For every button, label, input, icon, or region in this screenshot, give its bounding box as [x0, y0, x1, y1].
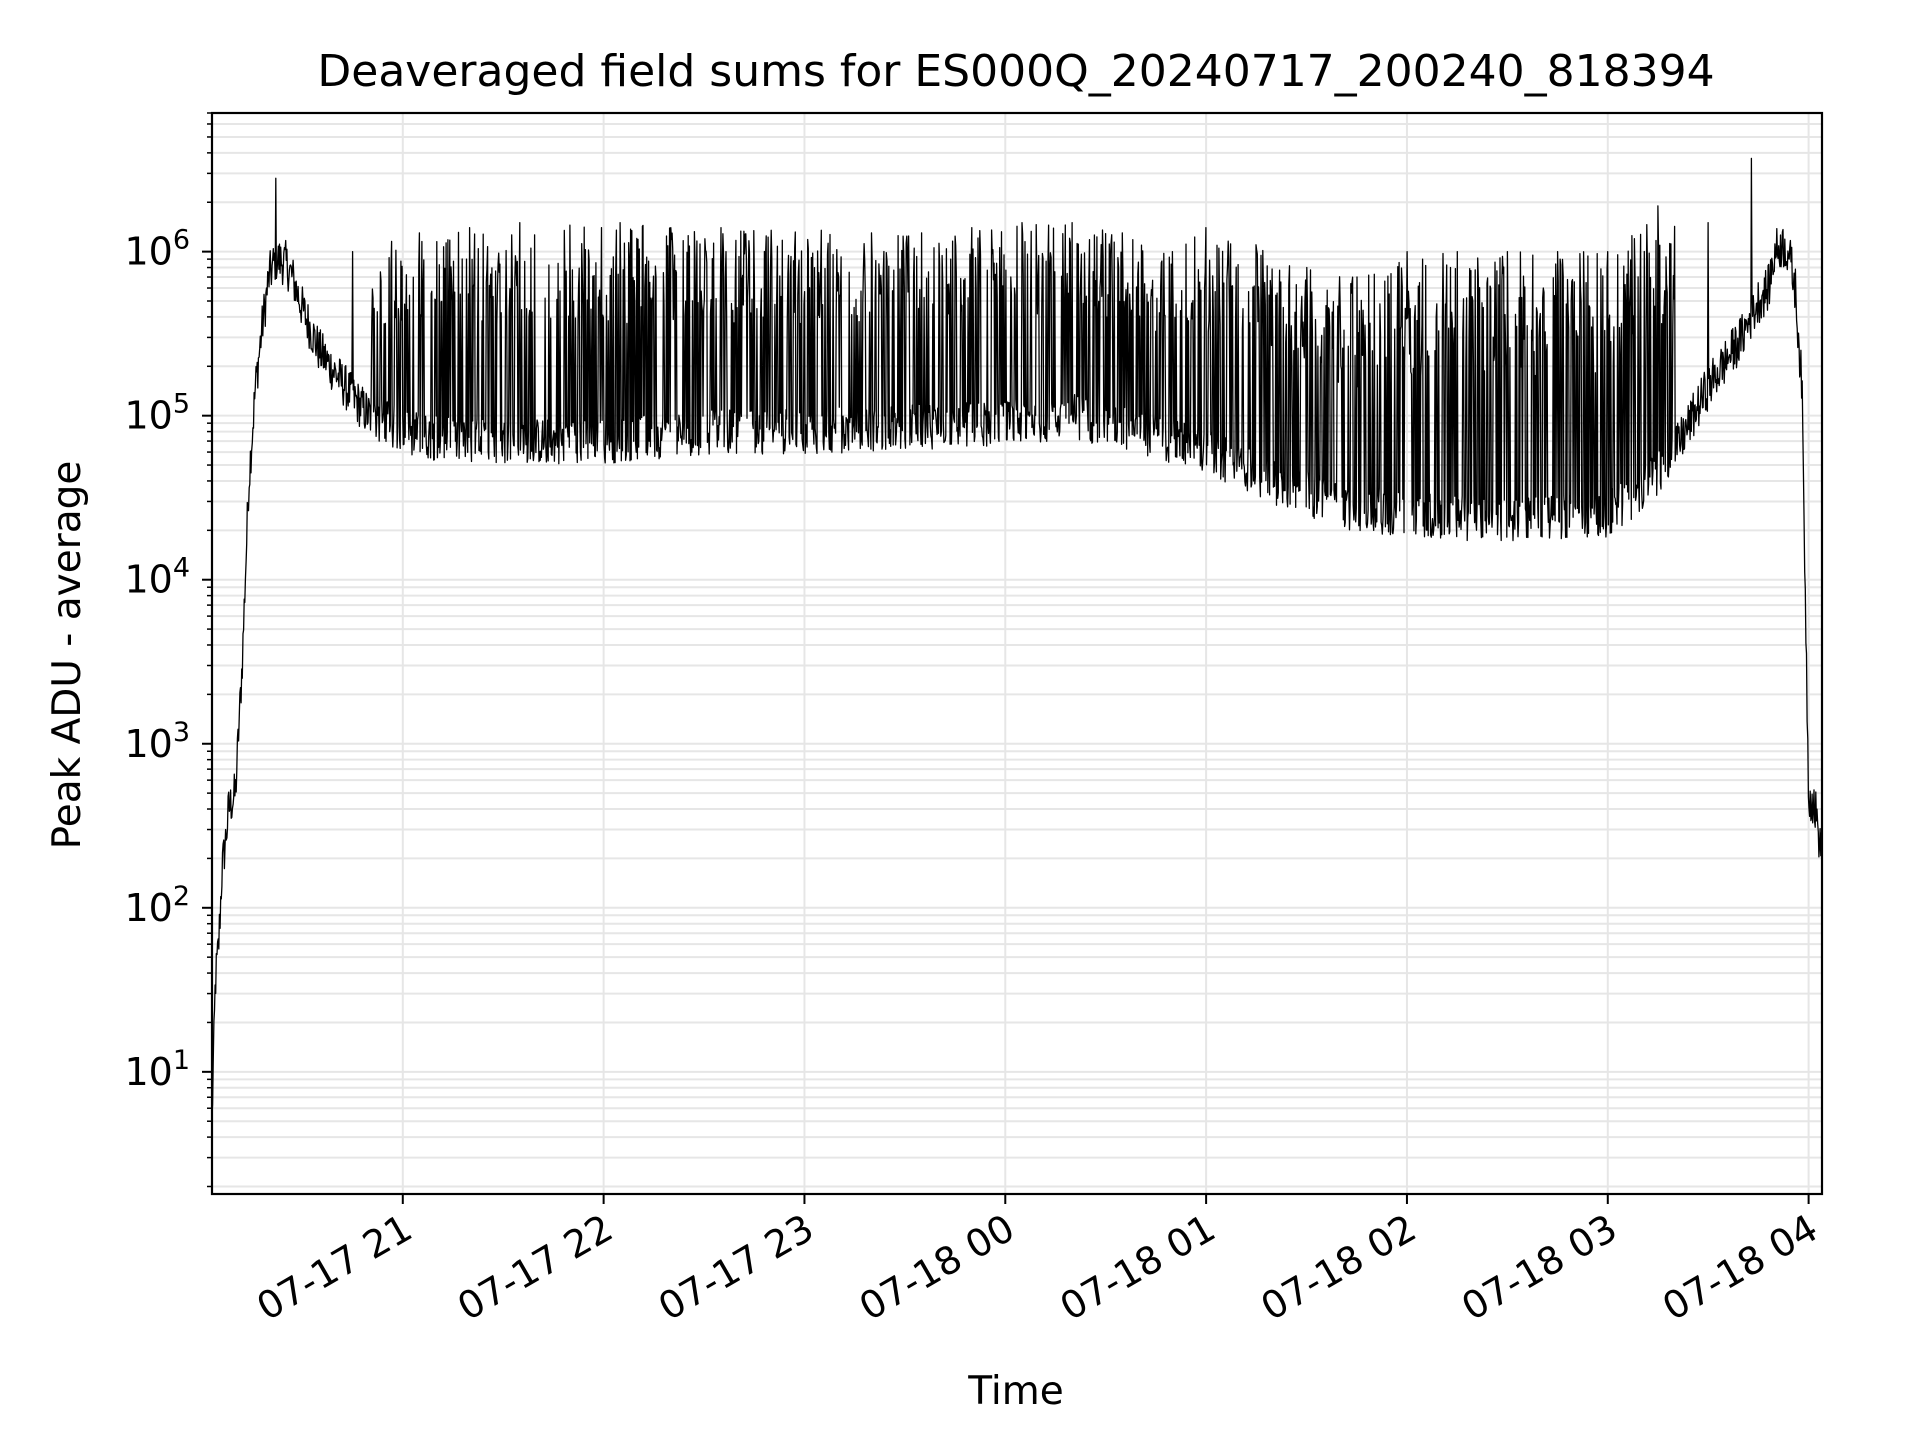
- y-tick-label: 102: [124, 881, 190, 930]
- y-tick-label: 104: [124, 553, 190, 602]
- plot-frame: [210, 111, 1824, 1196]
- y-tick-label: 101: [124, 1045, 190, 1094]
- y-axis-label: Peak ADU - average: [45, 461, 90, 850]
- y-tick-label: 106: [124, 225, 190, 274]
- chart-title: Deaveraged field sums for ES000Q_2024071…: [317, 46, 1714, 97]
- y-tick-label: 103: [124, 717, 190, 766]
- series-line: [211, 157, 1823, 1115]
- x-axis-label: Time: [967, 1369, 1063, 1414]
- line-series: [211, 157, 1823, 1115]
- y-tick-label: 105: [124, 389, 190, 438]
